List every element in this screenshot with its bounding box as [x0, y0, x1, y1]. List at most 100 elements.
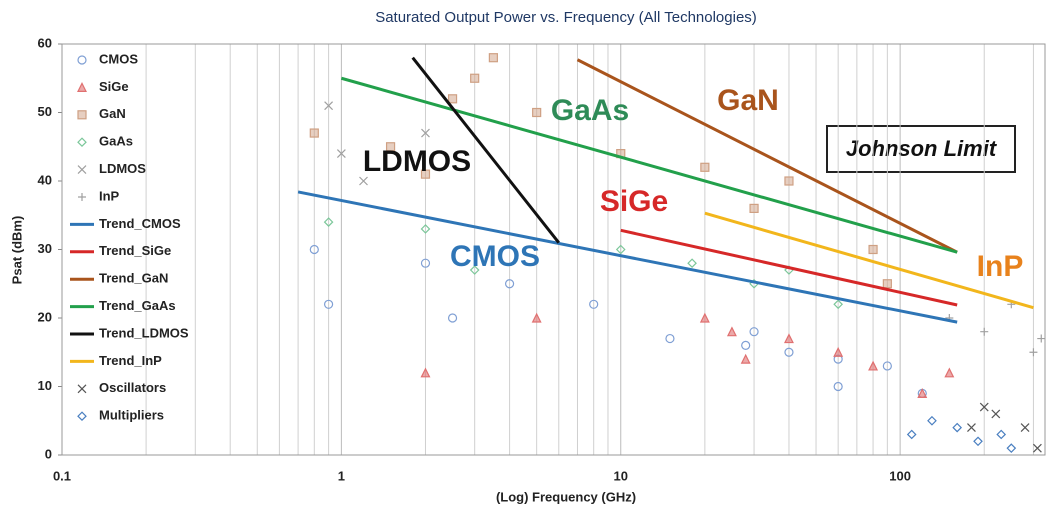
point: [1006, 443, 1017, 453]
y-tick-label: 60: [38, 35, 52, 50]
legend-label: Trend_CMOS: [99, 216, 181, 231]
point: [749, 327, 759, 337]
point: [336, 149, 346, 159]
point: [77, 55, 87, 65]
point: [749, 203, 759, 213]
point: [504, 279, 515, 289]
point: [78, 193, 86, 201]
point: [687, 258, 697, 269]
point: [77, 110, 87, 120]
x-tick-label: 100: [889, 468, 911, 483]
johnson-label: Johnson Limit: [846, 136, 998, 161]
point: [77, 384, 87, 394]
legend: CMOS SiGe GaN GaAs LDMOS InP Trend_CMOS Trend_S…: [70, 51, 189, 423]
point: [980, 327, 989, 336]
point: [470, 73, 480, 83]
trend-line: [704, 211, 1034, 310]
legend-label: InP: [99, 188, 120, 203]
y-axis-title: Psat (dBm): [9, 216, 24, 285]
point: [906, 429, 917, 440]
trend-line: [297, 190, 958, 324]
point: [309, 128, 319, 138]
y-tick-label: 20: [38, 309, 52, 324]
chart-title: Saturated Output Power vs. Frequency (Al…: [375, 9, 757, 26]
x-tick-label: 1: [338, 468, 345, 483]
point: [784, 176, 794, 186]
point: [323, 217, 334, 227]
legend-label: Trend_GaAs: [99, 298, 176, 313]
point: [323, 299, 334, 309]
legend-label: Trend_SiGe: [99, 243, 171, 258]
johnson-box: [826, 125, 1016, 173]
trend-line: [620, 228, 958, 307]
point: [699, 312, 710, 323]
annotation: InP: [977, 250, 1024, 283]
point: [952, 422, 963, 433]
annotation: LDMOS: [363, 145, 471, 178]
legend-label: Trend_InP: [99, 353, 162, 368]
x-tick-label: 0.1: [53, 468, 71, 483]
point: [944, 367, 955, 378]
point: [421, 128, 430, 138]
point: [882, 279, 892, 289]
y-tick-label: 50: [38, 104, 52, 119]
point: [615, 244, 626, 255]
point: [531, 312, 542, 323]
plot-frame: [61, 43, 1046, 456]
point: [833, 299, 844, 310]
point: [665, 333, 675, 344]
point: [973, 436, 983, 447]
point: [359, 176, 368, 186]
annotation: CMOS: [450, 240, 540, 273]
legend-label: Multipliers: [99, 408, 164, 423]
point: [927, 415, 937, 426]
x-tick-label: 10: [614, 468, 628, 483]
y-tick-label: 30: [38, 241, 52, 256]
point: [700, 162, 710, 172]
point: [996, 429, 1007, 440]
point: [447, 94, 458, 104]
point: [967, 423, 976, 433]
point: [783, 333, 794, 344]
point: [385, 142, 396, 152]
annotation: GaAs: [551, 94, 629, 127]
point: [882, 361, 892, 371]
point: [741, 340, 751, 350]
legend-label: Trend_GaN: [99, 271, 168, 286]
legend-label: Oscillators: [99, 380, 166, 395]
point: [833, 346, 844, 357]
point: [324, 101, 334, 111]
point: [979, 402, 989, 412]
annotation: SiGe: [600, 185, 668, 218]
x-axis-title: (Log) Frequency (GHz): [496, 489, 636, 504]
point: [447, 313, 458, 323]
y-tick-label: 40: [38, 172, 52, 187]
trend-line: [576, 58, 958, 254]
point: [868, 360, 879, 371]
point: [868, 244, 878, 255]
annotation: GaN: [717, 84, 779, 117]
point: [991, 409, 1001, 419]
point: [1037, 334, 1046, 343]
legend-label: CMOS: [99, 51, 138, 66]
legend-label: GaN: [99, 106, 126, 121]
legend-label: SiGe: [99, 79, 129, 94]
point: [420, 224, 431, 234]
y-tick-label: 0: [45, 446, 52, 461]
point: [488, 53, 498, 63]
legend-label: Trend_LDMOS: [99, 325, 189, 340]
point: [77, 411, 87, 422]
point: [469, 265, 480, 275]
point: [532, 107, 542, 118]
legend-label: GaAs: [99, 134, 133, 149]
point: [726, 326, 737, 337]
legend-label: LDMOS: [99, 161, 146, 176]
point: [77, 137, 87, 148]
trend-line: [340, 76, 958, 254]
point: [1029, 348, 1038, 357]
point: [77, 165, 87, 175]
point: [740, 353, 751, 364]
y-tick-label: 10: [38, 378, 52, 393]
point: [784, 347, 794, 357]
